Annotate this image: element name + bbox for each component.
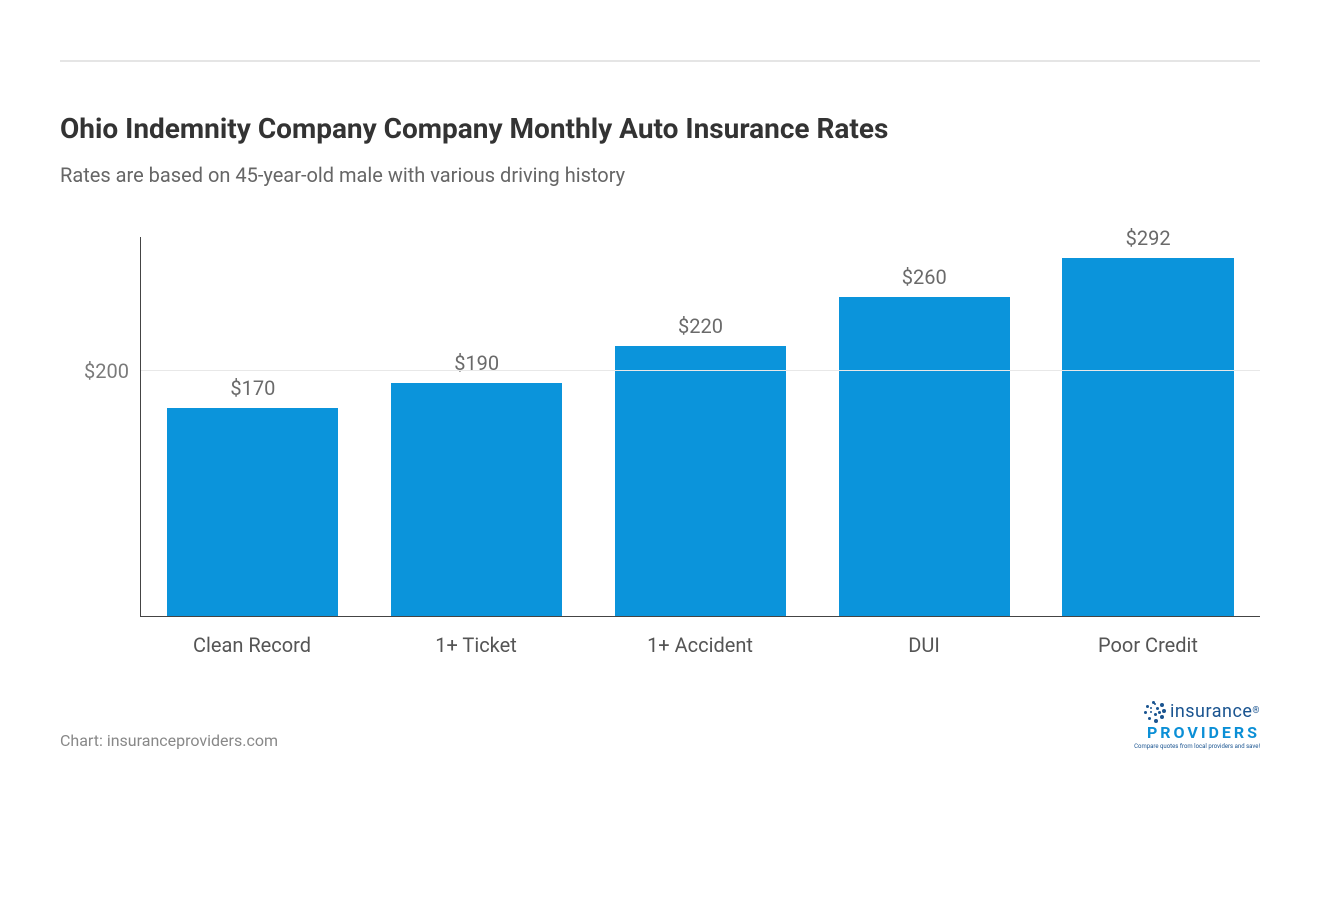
y-axis-tick-label: $200	[84, 359, 129, 383]
chart-footer: Chart: insuranceproviders.com insurance …	[60, 697, 1260, 750]
bar	[167, 408, 338, 616]
logo-top-row: insurance ®	[1134, 697, 1260, 725]
bar-wrap: $220	[600, 314, 801, 616]
bar	[391, 383, 562, 616]
chart-attribution: Chart: insuranceproviders.com	[60, 731, 278, 750]
gridline	[141, 370, 1260, 371]
top-divider	[60, 60, 1260, 62]
x-axis-label: DUI	[823, 633, 1025, 657]
chart-container: Ohio Indemnity Company Company Monthly A…	[0, 0, 1320, 790]
logo-tagline: Compare quotes from local providers and …	[1134, 743, 1260, 750]
bar-value-label: $190	[454, 351, 499, 375]
logo-registered: ®	[1252, 706, 1260, 716]
bar-wrap: $292	[1047, 226, 1248, 616]
chart-subtitle: Rates are based on 45-year-old male with…	[60, 163, 1260, 187]
bars-group: $170$190$220$260$292	[141, 237, 1260, 616]
bar-value-label: $292	[1126, 226, 1171, 250]
plot-area: $170$190$220$260$292 $200	[140, 237, 1260, 617]
bar-value-label: $170	[230, 376, 275, 400]
chart-area: $170$190$220$260$292 $200 Clean Record1+…	[80, 237, 1260, 657]
brand-logo: insurance ® PROVIDERS Compare quotes fro…	[1134, 697, 1260, 750]
logo-dots-icon	[1140, 697, 1168, 725]
logo-text-insurance: insurance	[1170, 701, 1252, 722]
logo-text-providers: PROVIDERS	[1134, 723, 1260, 742]
bar	[615, 346, 786, 616]
bar-value-label: $260	[902, 265, 947, 289]
x-axis-label: Clean Record	[151, 633, 353, 657]
bar-wrap: $190	[376, 351, 577, 616]
bar-value-label: $220	[678, 314, 723, 338]
x-axis-labels: Clean Record 1+ Ticket 1+ Accident DUI Poor …	[140, 633, 1260, 657]
bar-wrap: $170	[152, 376, 353, 616]
x-axis-label: 1+ Accident	[599, 633, 801, 657]
bar	[1062, 258, 1233, 616]
bar	[839, 297, 1010, 616]
x-axis-label: 1+ Ticket	[375, 633, 577, 657]
x-axis-label: Poor Credit	[1047, 633, 1249, 657]
chart-title: Ohio Indemnity Company Company Monthly A…	[60, 112, 1260, 145]
bar-wrap: $260	[824, 265, 1025, 616]
